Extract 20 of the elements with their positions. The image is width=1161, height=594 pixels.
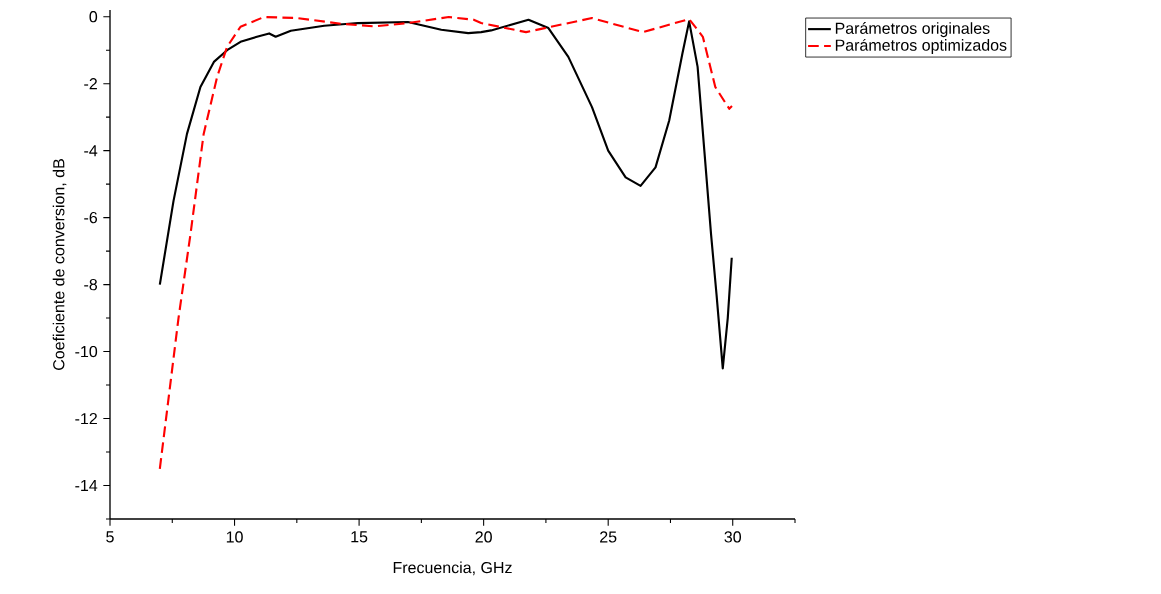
x-tick-label: 20 [475, 531, 492, 543]
y-tick-label: -2 [84, 78, 97, 90]
x-tick-label: 10 [226, 531, 243, 543]
legend-label: Parámetros originales [835, 22, 990, 38]
x-tick-label: 5 [106, 531, 114, 543]
y-tick-label: -14 [75, 480, 98, 492]
line-series [158, 18, 733, 370]
y-tick-label: 0 [89, 11, 98, 23]
y-tick-label: -10 [75, 345, 98, 358]
y-tick-label: -6 [84, 211, 98, 224]
line-series [158, 15, 734, 470]
x-tick-label: 25 [600, 531, 617, 543]
x-axis-title: Frecuencia, GHz [393, 561, 512, 576]
y-axis-title: Coeficiente de conversion, dB [52, 159, 67, 370]
x-tick-label: 15 [351, 531, 368, 543]
x-tick-label: 30 [724, 531, 742, 543]
y-tick-label: -8 [84, 278, 98, 291]
y-tick-label: -12 [75, 412, 97, 425]
legend-label: Parámetros optimizados [835, 38, 1007, 54]
y-tick-label: -4 [84, 145, 98, 157]
